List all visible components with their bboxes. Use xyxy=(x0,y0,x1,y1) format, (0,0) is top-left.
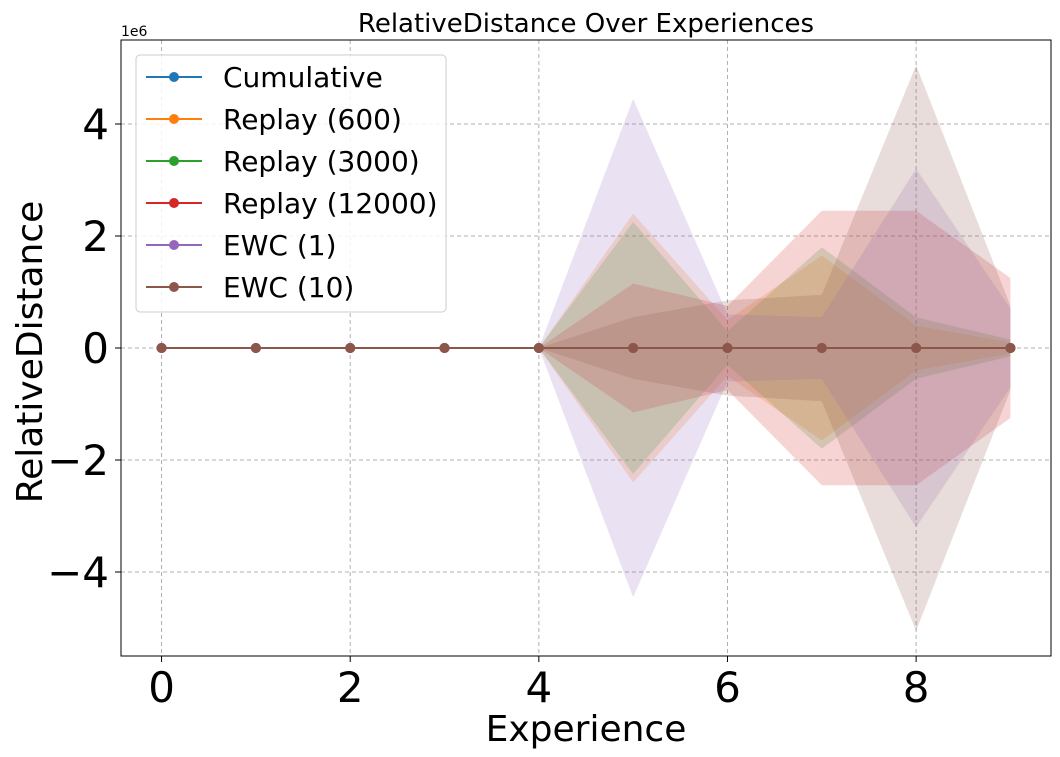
x-axis-label: Experience xyxy=(486,709,687,750)
y-offset-label: 1e6 xyxy=(121,24,148,40)
legend-label: EWC (10) xyxy=(223,271,354,304)
x-tick-label: 2 xyxy=(337,663,364,712)
x-tick-label: 4 xyxy=(525,663,552,712)
legend-label: EWC (1) xyxy=(223,229,337,262)
series-lines xyxy=(156,343,1016,353)
y-tick-label: 0 xyxy=(82,324,109,373)
legend-box xyxy=(135,54,447,313)
point-ewc-10 xyxy=(722,343,733,353)
point-ewc-10 xyxy=(1005,343,1016,353)
x-tick-label: 0 xyxy=(148,663,175,712)
legend-label: Replay (3000) xyxy=(223,145,420,178)
legend-marker xyxy=(169,282,179,292)
y-tick-label: 2 xyxy=(82,212,109,261)
legend-marker xyxy=(169,198,179,208)
point-ewc-10 xyxy=(345,343,356,353)
legend-label: Replay (600) xyxy=(223,103,402,136)
y-tick-label: 4 xyxy=(82,100,109,149)
x-tick-label: 8 xyxy=(903,663,930,712)
chart-title: RelativeDistance Over Experiences xyxy=(358,9,814,39)
legend-label: Cumulative xyxy=(223,61,383,94)
legend-marker xyxy=(169,156,179,166)
y-axis-ticks: −4 −2 0 2 4 xyxy=(47,100,121,597)
point-ewc-10 xyxy=(533,343,544,353)
point-ewc-10 xyxy=(250,343,261,353)
legend: Cumulative Replay (600) Replay (3000) Repla… xyxy=(135,54,447,313)
legend-marker xyxy=(169,240,179,250)
point-ewc-10 xyxy=(816,343,827,353)
legend-marker xyxy=(169,72,179,82)
legend-marker xyxy=(169,114,179,124)
point-ewc-10 xyxy=(156,343,167,353)
y-tick-label: −2 xyxy=(47,436,109,485)
y-axis-label: RelativeDistance xyxy=(10,201,51,504)
y-tick-label: −4 xyxy=(47,548,109,597)
legend-label: Replay (12000) xyxy=(223,187,438,220)
point-ewc-10 xyxy=(439,343,450,353)
x-axis-ticks: 0 2 4 6 8 xyxy=(148,656,929,712)
point-ewc-10 xyxy=(911,343,922,353)
point-ewc-10 xyxy=(628,343,639,353)
x-tick-label: 6 xyxy=(714,663,741,712)
